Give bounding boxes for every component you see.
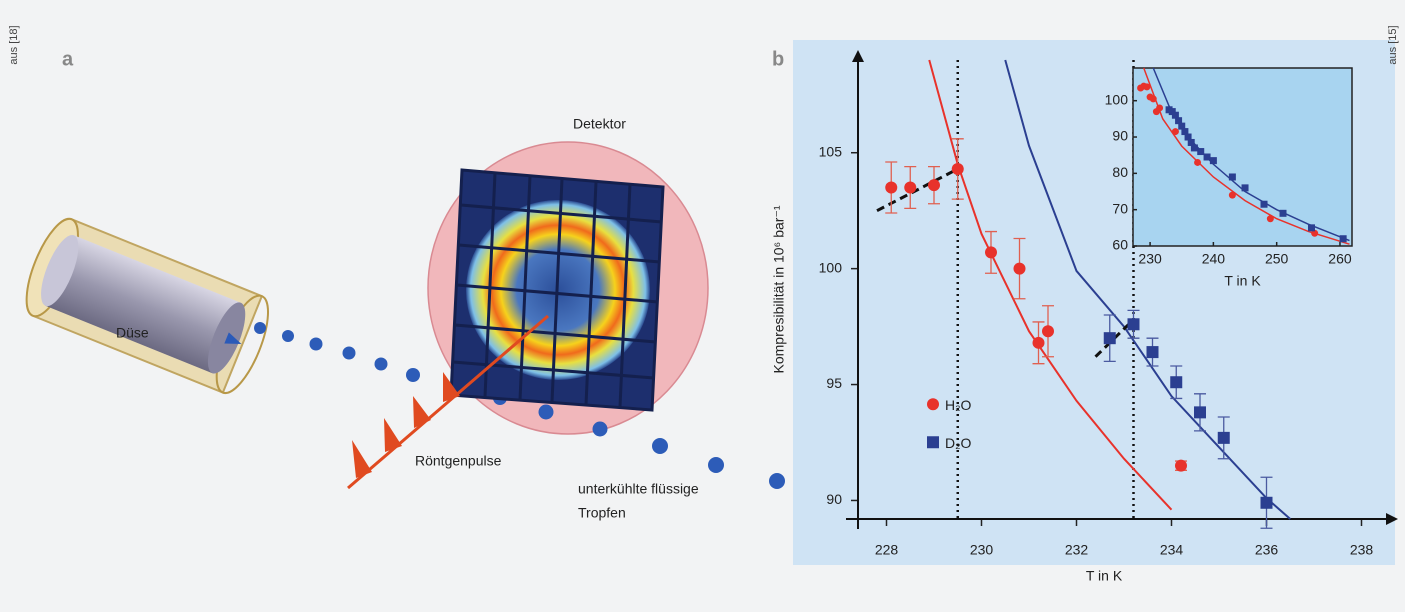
y-tick-label: 105 [819, 143, 843, 159]
label-drops: unterkühlte flüssige [578, 481, 699, 497]
marker [1172, 128, 1179, 135]
y-tick-label: 80 [1112, 164, 1128, 180]
x-axis-label: T in K [1086, 568, 1123, 584]
label-drops: Tropfen [578, 505, 626, 521]
x-tick-label: 240 [1202, 251, 1226, 267]
legend-marker [927, 398, 939, 410]
x-axis-label: T in K [1224, 273, 1261, 289]
label-pulses: Röntgenpulse [415, 453, 502, 469]
label-detector: Detektor [573, 116, 626, 132]
marker [1014, 263, 1026, 275]
marker [1340, 235, 1347, 242]
marker [1033, 337, 1045, 349]
marker [1204, 154, 1211, 161]
marker [1170, 376, 1182, 388]
marker [1042, 325, 1054, 337]
marker [1210, 157, 1217, 164]
legend-marker [927, 436, 939, 448]
marker [1280, 210, 1287, 217]
y-tick-label: 60 [1112, 237, 1128, 253]
panel-label: a [62, 48, 74, 70]
x-tick-label: 236 [1255, 542, 1279, 558]
x-tick-label: 232 [1065, 542, 1089, 558]
x-tick-label: 238 [1350, 542, 1374, 558]
x-tick-label: 228 [875, 542, 899, 558]
y-tick-label: 70 [1112, 200, 1128, 216]
x-tick-label: 250 [1265, 251, 1289, 267]
marker [1308, 224, 1315, 231]
marker [1191, 144, 1198, 151]
marker [1104, 332, 1116, 344]
x-tick-label: 230 [970, 542, 994, 558]
marker [1229, 192, 1236, 199]
y-tick-label: 90 [1112, 128, 1128, 144]
marker [1150, 95, 1157, 102]
page: aus [18] a b aus [15] De [0, 0, 1405, 612]
marker [1143, 83, 1150, 90]
marker [1194, 159, 1201, 166]
marker [985, 246, 997, 258]
panel-label: b [772, 48, 784, 70]
legend-label: H₂O [945, 397, 972, 413]
y-tick-label: 100 [819, 259, 843, 275]
marker [1229, 173, 1236, 180]
marker [1175, 460, 1187, 472]
x-tick-label: 234 [1160, 542, 1184, 558]
y-axis-label: Kompresibilität in 10⁶ bar⁻¹ [771, 205, 787, 373]
source-a: aus [18] [8, 25, 20, 64]
source-b: aus [15] [1387, 25, 1399, 64]
y-tick-label: 90 [826, 491, 842, 507]
marker [885, 182, 897, 194]
inset-background [1133, 68, 1352, 246]
marker [928, 179, 940, 191]
x-tick-label: 230 [1138, 251, 1162, 267]
marker [1156, 104, 1163, 111]
marker [1218, 432, 1230, 444]
marker [1261, 201, 1268, 208]
marker [904, 182, 916, 194]
marker [1128, 318, 1140, 330]
label-nozzle: Düse [116, 325, 149, 341]
marker [1267, 215, 1274, 222]
x-tick-label: 260 [1328, 251, 1352, 267]
marker [1147, 346, 1159, 358]
y-tick-label: 95 [826, 375, 842, 391]
marker [1261, 497, 1273, 509]
marker [1197, 148, 1204, 155]
marker [952, 163, 964, 175]
figure: aus [18] a b aus [15] De [0, 0, 1405, 607]
marker [1194, 406, 1206, 418]
legend-label: D₂O [945, 435, 972, 451]
y-tick-label: 100 [1105, 91, 1129, 107]
marker [1242, 184, 1249, 191]
